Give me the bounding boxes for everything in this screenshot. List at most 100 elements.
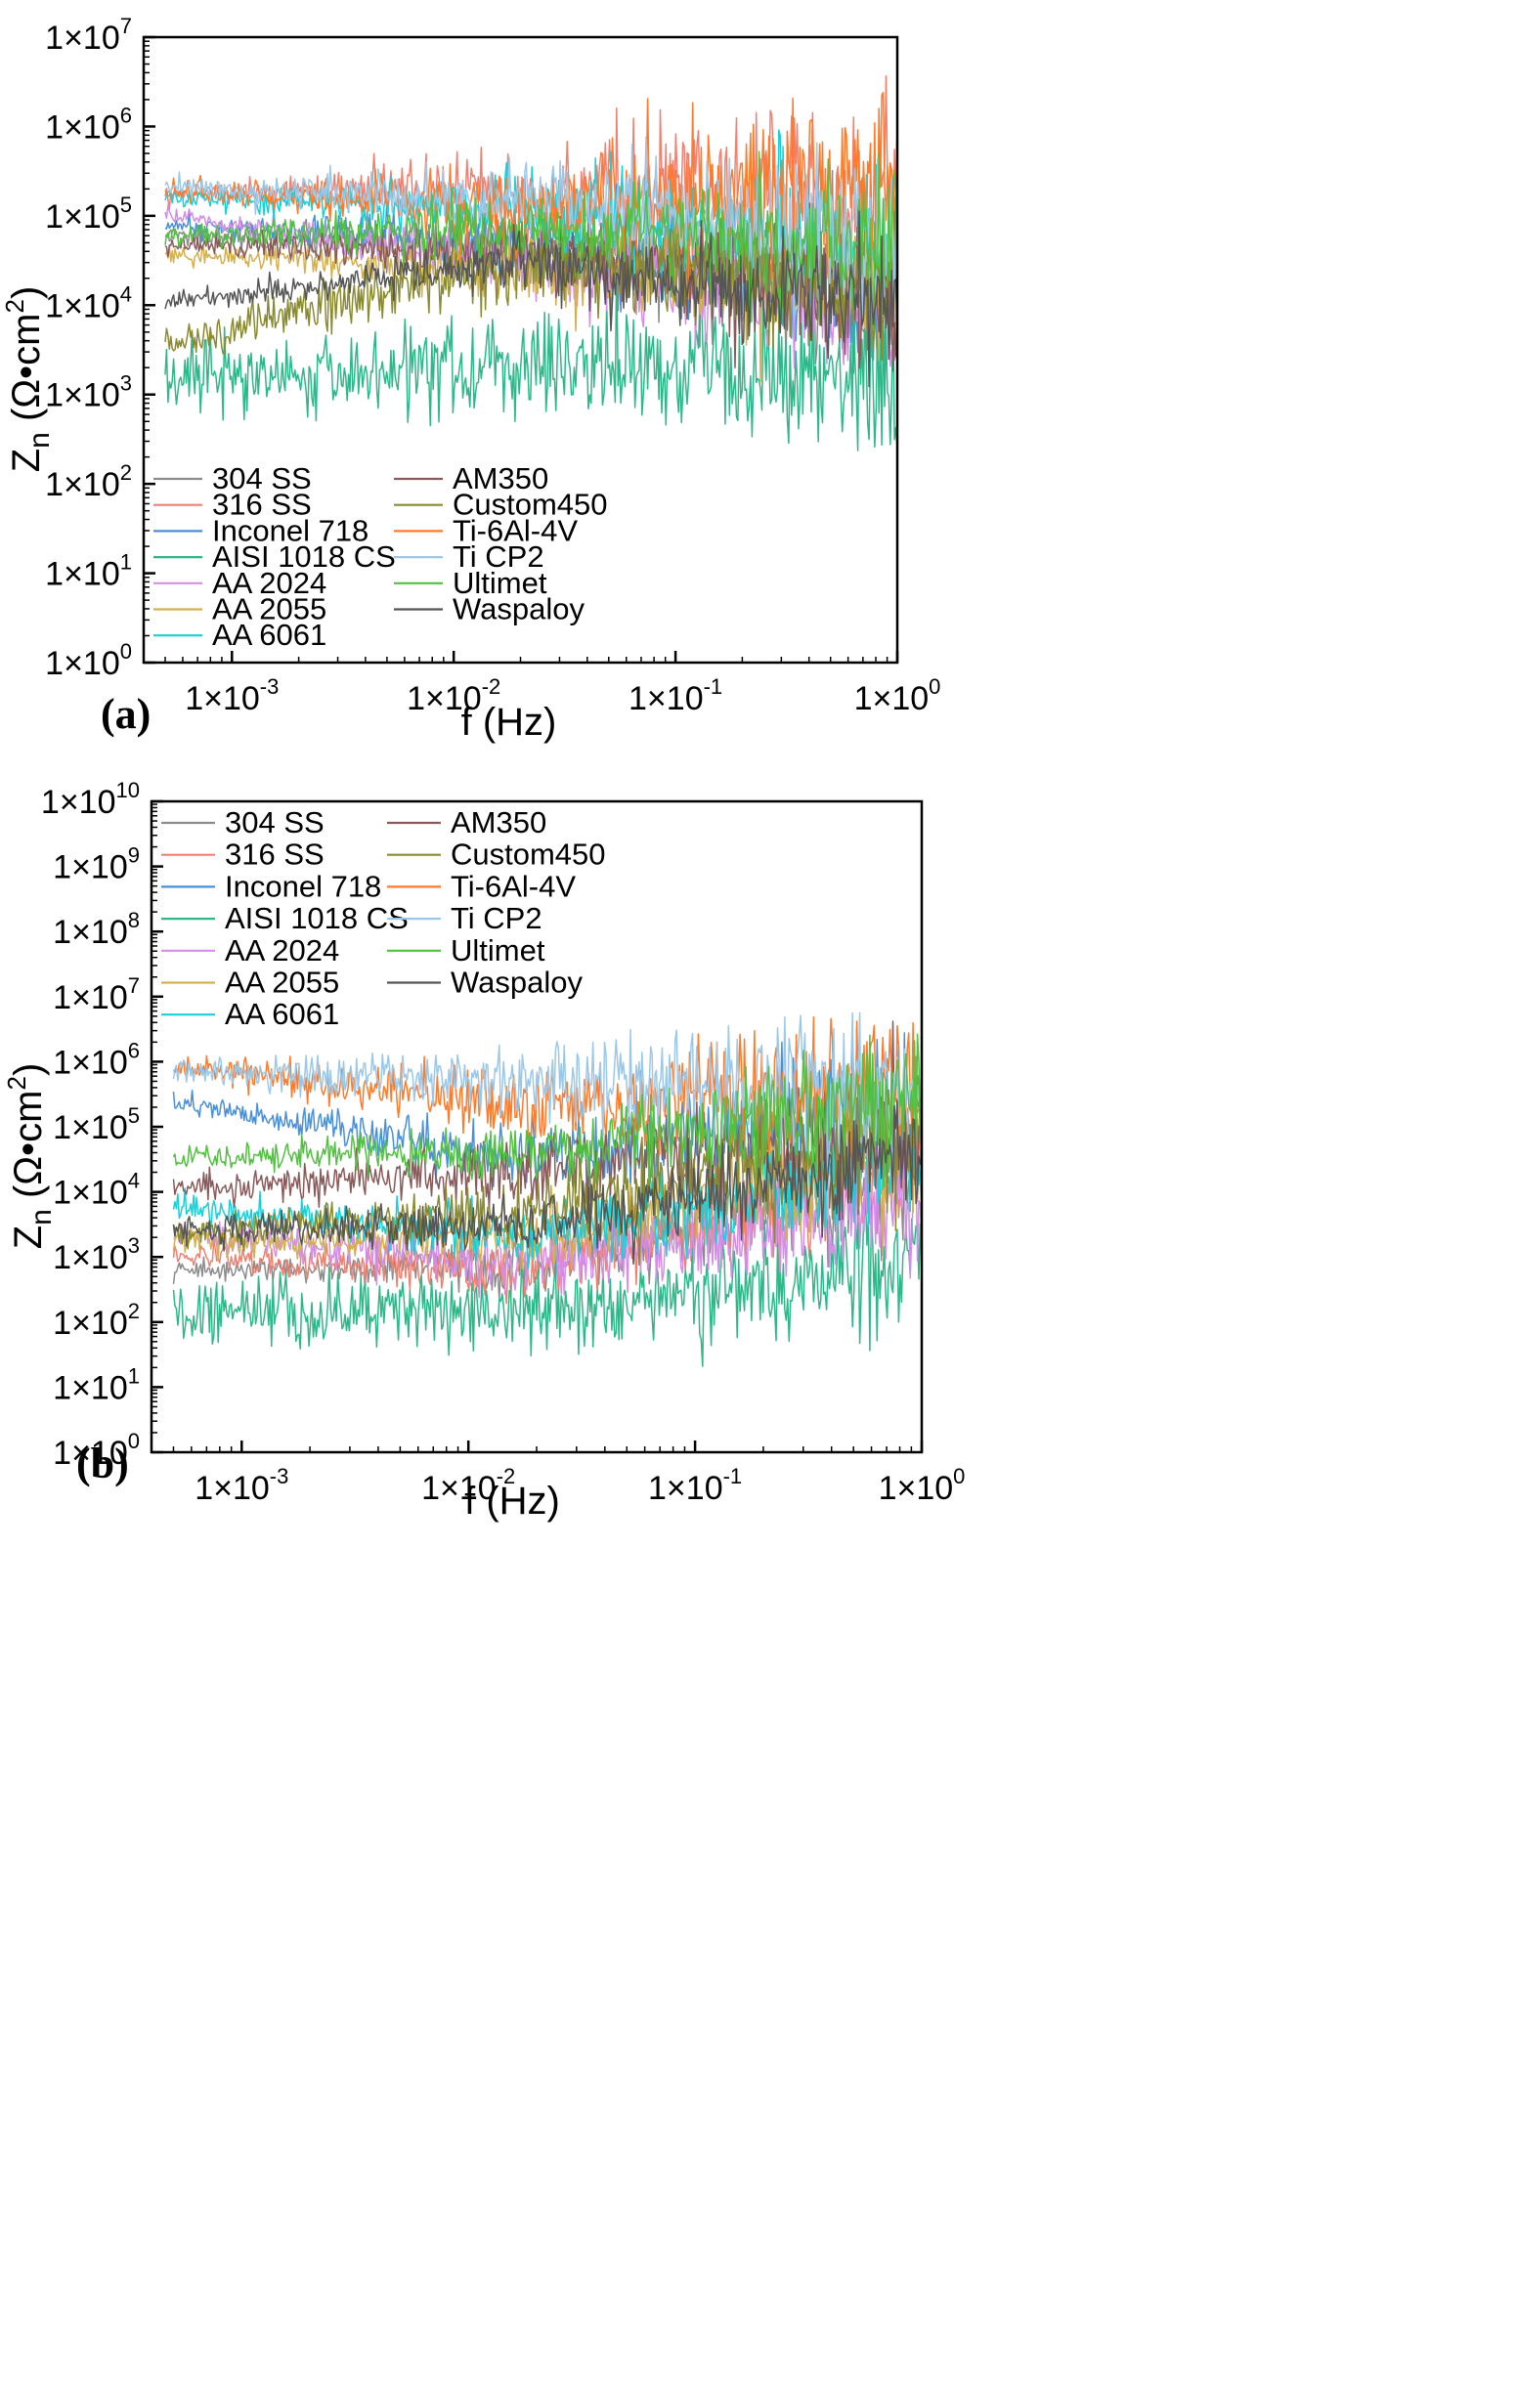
panel-a: 1×1001×1011×1021×1031×1041×1051×1061×107… — [0, 14, 940, 744]
legend-item: AA 6061 — [161, 997, 339, 1031]
x-tick-label: 1×10-2 — [421, 1464, 515, 1507]
legend-item: Ti CP2 — [387, 901, 542, 935]
legend-label: AM350 — [451, 805, 546, 839]
y-tick-label: 1×100 — [45, 639, 132, 682]
legend-item: Waspaloy — [387, 966, 583, 1000]
y-tick-label: 1×105 — [45, 193, 132, 236]
x-tick-mantissa: 1×10 — [879, 1470, 954, 1507]
y-tick-exponent: 7 — [120, 14, 132, 38]
y-tick-mantissa: 1×10 — [53, 1109, 128, 1146]
y-tick-label: 1×107 — [45, 14, 132, 57]
legend-label: Custom450 — [451, 838, 606, 872]
x-axis-title: f (Hz) — [461, 701, 557, 744]
x-tick-mantissa: 1×10 — [195, 1470, 270, 1507]
legend-item: AISI 1018 CS — [161, 901, 409, 935]
y-tick-label: 1×106 — [45, 103, 132, 146]
y-tick-mantissa: 1×10 — [53, 1175, 128, 1212]
y-tick-exponent: 3 — [120, 371, 132, 396]
y-axis-title: Zn (Ω•cm2) — [2, 1063, 58, 1250]
legend-label: AISI 1018 CS — [212, 539, 396, 574]
x-tick-label: 1×100 — [879, 1464, 966, 1507]
series-line-aa-2024 — [173, 1135, 922, 1299]
x-tick-mantissa: 1×10 — [421, 1470, 497, 1507]
y-tick-exponent: 6 — [120, 103, 132, 127]
legend-item: 304 SS — [153, 461, 312, 495]
y-tick-mantissa: 1×10 — [53, 1044, 128, 1081]
legend-label: 304 SS — [212, 461, 312, 495]
y-tick-exponent: 5 — [128, 1103, 140, 1128]
legend-item: Ti-6Al-4V — [387, 869, 576, 903]
legend-item: Custom450 — [394, 488, 608, 522]
legend-item: Custom450 — [387, 838, 606, 872]
series-line-waspaloy — [172, 1099, 922, 1266]
y-tick-label: 1×107 — [53, 973, 140, 1016]
legend-item: AM350 — [387, 805, 546, 839]
legend-item: AA 6061 — [153, 618, 326, 652]
y-tick-mantissa: 1×10 — [45, 108, 120, 146]
legend-item: 316 SS — [153, 488, 312, 522]
legend-label: Ultimet — [451, 933, 545, 968]
y-tick-exponent: 1 — [128, 1363, 140, 1388]
y-tick-mantissa: 1×10 — [45, 20, 120, 57]
legend-label: AA 2024 — [225, 933, 339, 968]
series-group — [172, 1011, 922, 1367]
y-axis-title-main: Z — [7, 1226, 50, 1249]
y-tick-exponent: 4 — [128, 1169, 140, 1193]
legend-label: Ti CP2 — [453, 539, 544, 574]
y-axis-title-sub: n — [25, 1209, 58, 1226]
series-line-aisi-1018-cs — [172, 1197, 922, 1367]
x-tick-mantissa: 1×10 — [185, 680, 260, 717]
panel-label: (b) — [76, 1440, 129, 1487]
x-tick-exponent: -1 — [704, 674, 723, 699]
x-tick-exponent: 0 — [953, 1464, 965, 1488]
series-line-ti-cp2 — [172, 1011, 922, 1221]
legend-label: AA 6061 — [225, 997, 339, 1031]
x-tick-mantissa: 1×10 — [407, 680, 482, 717]
legend-item: AA 2055 — [161, 966, 339, 1000]
x-tick-mantissa: 1×10 — [854, 680, 930, 717]
y-tick-label: 1×103 — [53, 1233, 140, 1276]
y-tick-exponent: 5 — [120, 193, 132, 217]
legend-label: AA 2024 — [212, 566, 326, 600]
legend-label: Inconel 718 — [225, 869, 381, 903]
legend-item: Ti CP2 — [394, 539, 544, 574]
x-tick-exponent: 0 — [929, 674, 940, 699]
y-tick-exponent: 0 — [128, 1429, 140, 1453]
x-tick-label: 1×10-1 — [628, 674, 722, 717]
y-tick-exponent: 0 — [120, 639, 132, 664]
y-axis-title-close: ) — [7, 1063, 50, 1076]
y-tick-mantissa: 1×10 — [53, 979, 128, 1016]
panel-label: (a) — [101, 690, 151, 738]
legend-item: AISI 1018 CS — [153, 539, 396, 574]
legend-label: Waspaloy — [453, 592, 585, 626]
y-tick-mantissa: 1×10 — [53, 849, 128, 886]
legend-label: AA 6061 — [212, 618, 326, 652]
y-axis-title-unit: (Ω•cm — [5, 314, 48, 433]
y-tick-exponent: 4 — [120, 281, 132, 306]
series-line-ultimet — [164, 150, 897, 331]
x-tick-exponent: -3 — [270, 1464, 289, 1488]
x-tick-mantissa: 1×10 — [648, 1470, 723, 1507]
y-tick-label: 1×104 — [45, 281, 132, 324]
legend-item: Inconel 718 — [161, 869, 381, 903]
legend-label: AM350 — [453, 461, 548, 495]
series-group — [164, 75, 897, 452]
y-tick-label: 1×108 — [53, 908, 140, 951]
legend-item: Ti-6Al-4V — [394, 513, 578, 547]
y-axis-title-sup: 2 — [2, 1076, 31, 1090]
y-tick-label: 1×109 — [53, 843, 140, 886]
series-line-ultimet — [172, 1033, 922, 1188]
x-tick-label: 1×10-3 — [195, 1464, 288, 1507]
y-tick-exponent: 1 — [120, 550, 132, 575]
legend-label: Inconel 718 — [212, 513, 368, 547]
legend-label: AA 2055 — [225, 966, 339, 1000]
y-tick-label: 1×100 — [53, 1429, 140, 1472]
x-tick-exponent: -3 — [260, 674, 280, 699]
y-axis-title-close: ) — [5, 286, 48, 299]
y-tick-exponent: 6 — [128, 1038, 140, 1062]
y-tick-mantissa: 1×10 — [53, 914, 128, 951]
y-tick-mantissa: 1×10 — [45, 377, 120, 414]
x-tick-mantissa: 1×10 — [628, 680, 704, 717]
legend-label: 316 SS — [225, 838, 325, 872]
